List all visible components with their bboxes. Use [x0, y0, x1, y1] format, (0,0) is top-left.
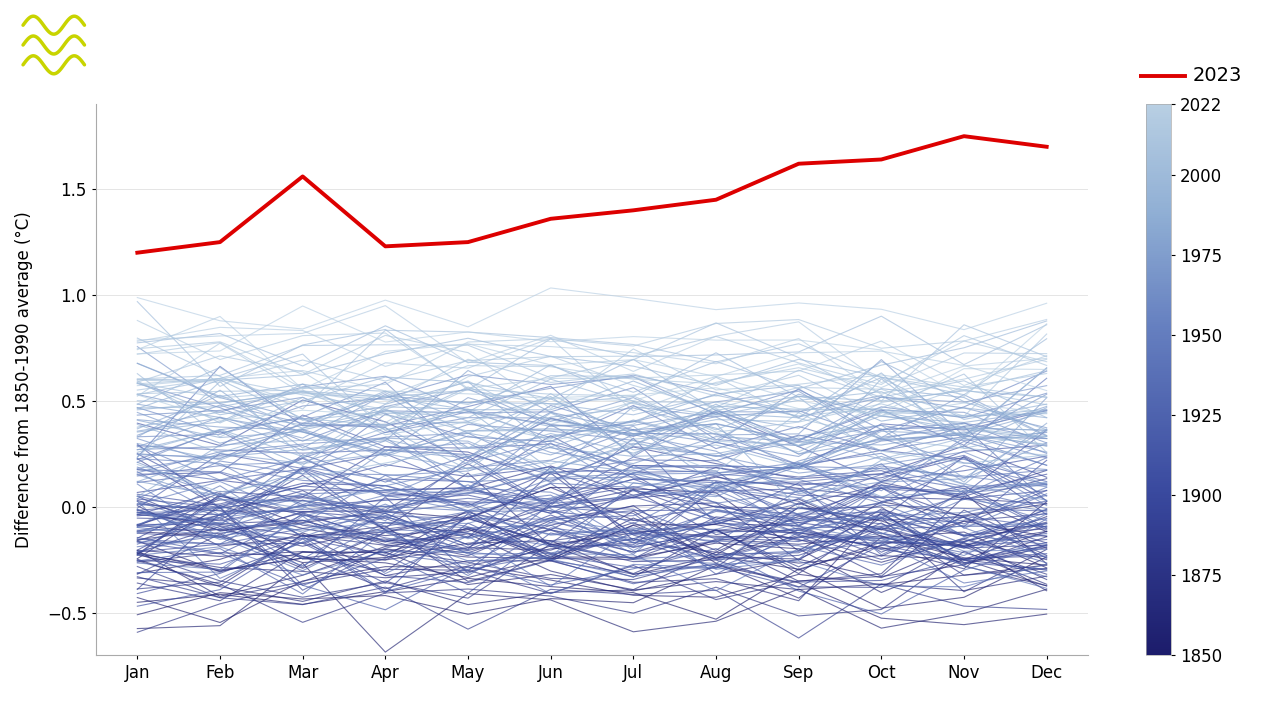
- Text: Global average temperature by month: Global average temperature by month: [250, 29, 895, 61]
- Text: 2023: 2023: [1193, 66, 1242, 85]
- Text: Met Office: Met Office: [102, 35, 224, 55]
- Y-axis label: Difference from 1850-1990 average (°C): Difference from 1850-1990 average (°C): [15, 212, 33, 548]
